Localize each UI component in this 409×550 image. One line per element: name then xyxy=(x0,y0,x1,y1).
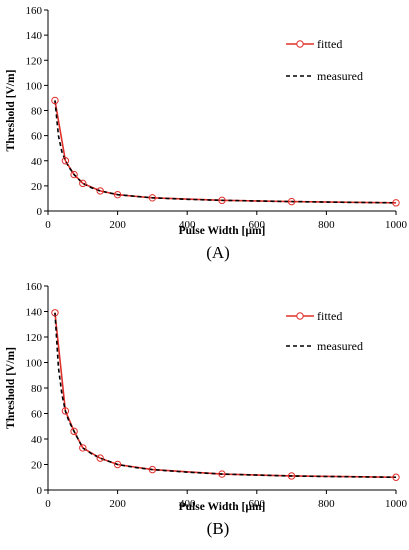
data-point-fitted xyxy=(70,170,78,179)
data-point-fitted xyxy=(148,465,157,474)
data-point-fitted xyxy=(96,187,104,195)
panel-label: (A) xyxy=(206,243,230,262)
y-tick-label: 80 xyxy=(31,106,43,118)
y-tick-label: 160 xyxy=(26,281,43,293)
data-point-fitted xyxy=(218,470,226,478)
y-tick-label: 140 xyxy=(26,307,43,319)
x-tick-label: 800 xyxy=(318,219,335,231)
chart-panel-1: 0 20 40 60 80 100 120 140 160 0 200 400 600 800 1000 Pu… xyxy=(5,5,408,262)
data-point-fitted xyxy=(61,157,70,165)
series-line-measured xyxy=(54,100,397,204)
y-tick-label: 160 xyxy=(26,5,43,17)
y-axis-title: Threshold [V/m] xyxy=(5,347,17,429)
x-tick-label: 800 xyxy=(318,498,335,510)
x-tick-label: 600 xyxy=(249,219,266,231)
y-tick-label: 140 xyxy=(26,30,43,42)
data-point-fitted xyxy=(70,427,78,436)
x-axis-title: Pulse Width [µm] xyxy=(179,501,266,513)
y-tick-label: 40 xyxy=(31,156,43,168)
legend-label-measured: measured xyxy=(317,69,363,83)
y-tick-label: 60 xyxy=(31,131,43,143)
y-tick-label: 20 xyxy=(31,181,43,193)
chart-panel-2: 0 20 40 60 80 100 120 140 160 0 200 400 600 800 1000 Pu… xyxy=(5,281,408,538)
x-tick-label: 1000 xyxy=(385,498,408,510)
data-point-fitted xyxy=(287,197,296,206)
data-point-fitted xyxy=(51,96,59,105)
data-point-fitted xyxy=(148,194,157,202)
series-line-fitted xyxy=(54,312,397,479)
y-tick-label: 80 xyxy=(31,383,43,395)
y-tick-label: 20 xyxy=(31,460,43,472)
x-tick-label: 400 xyxy=(179,219,196,231)
legend-label-fitted: fitted xyxy=(317,37,342,51)
x-tick-label: 600 xyxy=(249,498,266,510)
data-point-fitted xyxy=(61,407,70,415)
legend-marker-fitted xyxy=(296,40,304,48)
data-point-fitted xyxy=(79,179,87,188)
y-tick-label: 40 xyxy=(31,434,43,446)
data-point-fitted xyxy=(113,190,122,199)
data-point-fitted xyxy=(79,444,87,452)
y-tick-label: 0 xyxy=(37,485,43,497)
y-tick-label: 60 xyxy=(31,409,43,421)
data-point-fitted xyxy=(392,473,400,481)
data-point-fitted xyxy=(218,196,226,205)
x-tick-label: 0 xyxy=(45,498,51,510)
x-tick-label: 200 xyxy=(109,498,126,510)
legend-label-measured: measured xyxy=(317,339,363,353)
series-line-measured xyxy=(54,312,397,479)
x-tick-label: 1000 xyxy=(385,219,408,231)
y-axis-title: Threshold [V/m] xyxy=(5,70,17,152)
x-tick-label: 400 xyxy=(179,498,196,510)
series-line-fitted xyxy=(54,100,397,204)
y-tick-label: 100 xyxy=(26,80,43,92)
y-tick-label: 120 xyxy=(26,332,43,344)
y-tick-label: 120 xyxy=(26,55,43,67)
x-tick-label: 200 xyxy=(109,219,126,231)
data-point-fitted xyxy=(392,199,400,207)
x-axis-title: Pulse Width [µm] xyxy=(179,225,266,237)
legend-marker-fitted xyxy=(296,312,304,320)
y-tick-label: 0 xyxy=(37,206,43,218)
legend-label-fitted: fitted xyxy=(317,309,342,323)
data-point-fitted xyxy=(287,472,296,480)
data-point-fitted xyxy=(51,309,59,317)
data-point-fitted xyxy=(113,460,122,469)
x-tick-label: 0 xyxy=(45,219,51,231)
y-tick-label: 100 xyxy=(26,358,43,370)
panel-label: (B) xyxy=(207,519,230,538)
data-point-fitted xyxy=(96,454,104,462)
